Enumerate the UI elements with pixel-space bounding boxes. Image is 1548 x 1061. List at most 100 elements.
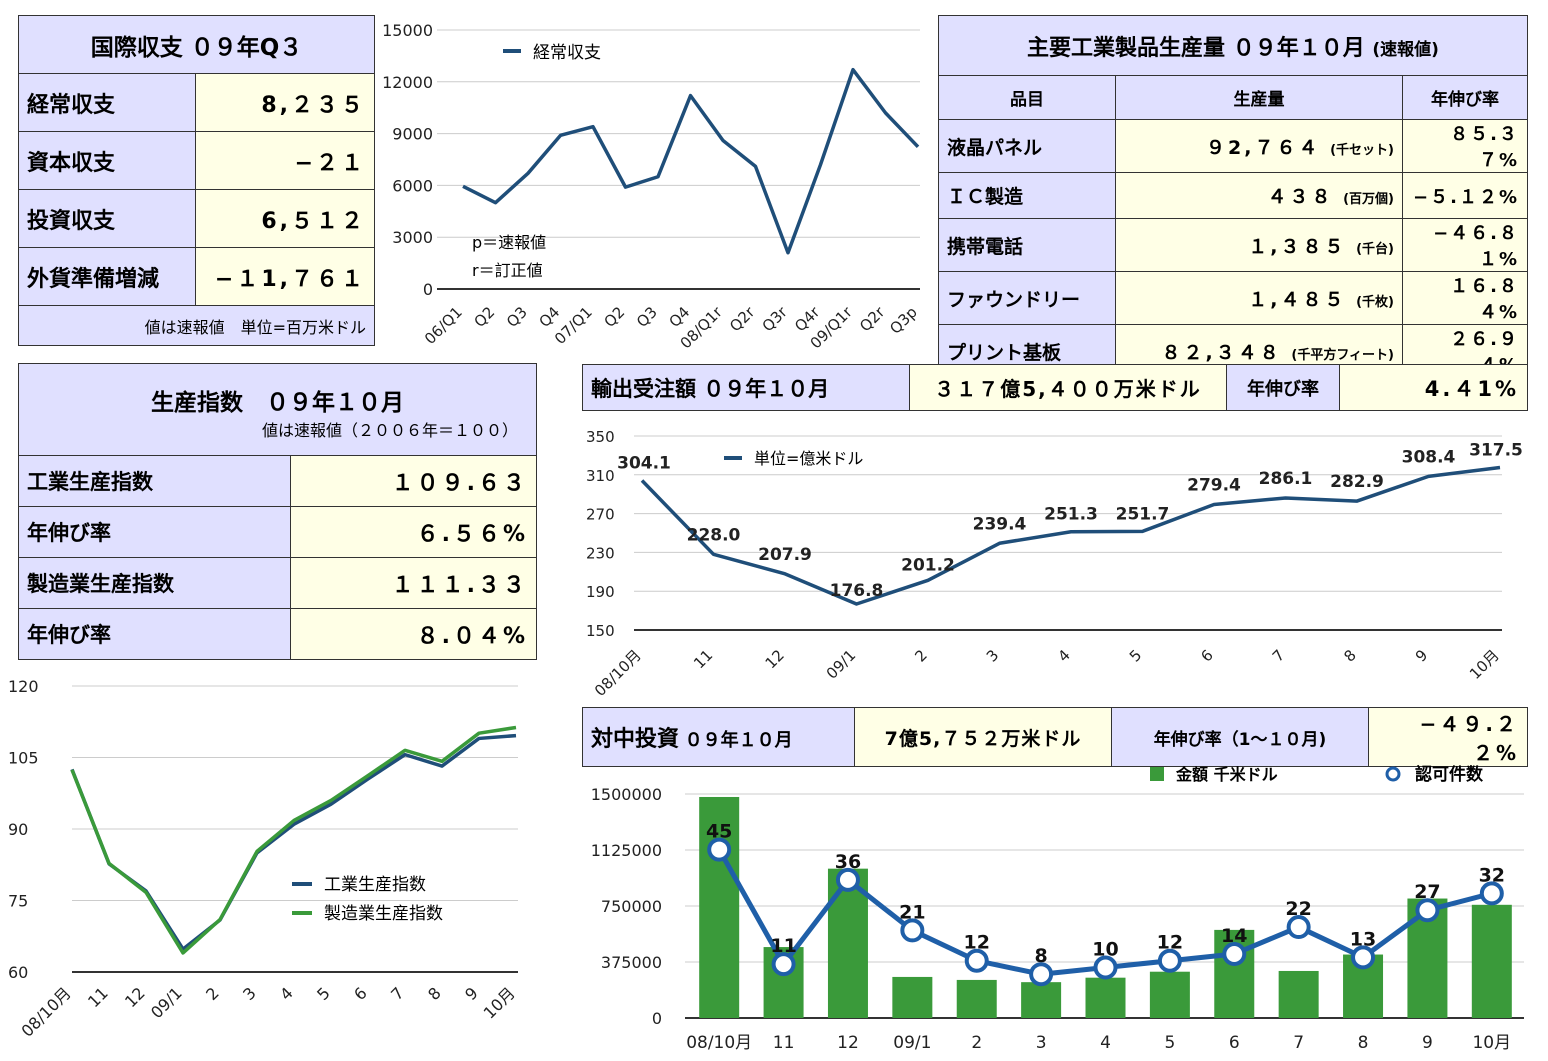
index-value: ８.０４% bbox=[290, 608, 537, 660]
y-tick-label: 90 bbox=[8, 820, 28, 839]
data-point bbox=[1415, 898, 1440, 923]
production-title-suffix: (速報値) bbox=[1372, 39, 1439, 60]
bop-value: −２１ bbox=[195, 131, 375, 190]
production-col-header: 年伸び率 bbox=[1402, 75, 1528, 120]
y-tick-label: 6000 bbox=[392, 176, 433, 195]
x-tick-label: Q2r bbox=[856, 303, 889, 336]
production-qty: ８２,３４８ bbox=[1161, 341, 1282, 364]
x-tick-label: 08/10月 bbox=[17, 983, 74, 1040]
production-item: ＩＣ製造 bbox=[938, 172, 1116, 219]
data-point bbox=[1351, 945, 1376, 970]
data-label: 286.1 bbox=[1259, 469, 1313, 489]
x-tick-label: 12 bbox=[762, 646, 788, 672]
x-tick-label: Q2 bbox=[600, 303, 628, 331]
production-item: ファウンドリー bbox=[938, 271, 1116, 325]
export-header: 輸出受注額 ０９年１０月 ３１７億5,４００万米ドル 年伸び率 4.４1% bbox=[582, 364, 1528, 411]
bop-table: 国際収支 ０９年Q３ 経常収支 8,２３５ 資本収支 −２１ 投資収支 6,５１… bbox=[18, 15, 375, 346]
x-tick-label: 7 bbox=[1293, 1033, 1304, 1053]
bop-footer: 値は速報値 単位=百万米ドル bbox=[18, 305, 375, 346]
x-tick-label: Q2r bbox=[726, 303, 759, 336]
invest-rate-label: 年伸び率（1～１０月) bbox=[1111, 707, 1369, 767]
data-label: 308.4 bbox=[1402, 447, 1456, 467]
bop-label: 外貨準備増減 bbox=[18, 247, 196, 306]
x-tick-label: 8 bbox=[1340, 646, 1359, 665]
production-unit: (千枚) bbox=[1356, 294, 1394, 310]
data-label: 279.4 bbox=[1187, 475, 1241, 495]
x-tick-label: 5 bbox=[1126, 646, 1145, 665]
data-label: 304.1 bbox=[617, 454, 671, 474]
y-tick-label: 3000 bbox=[392, 228, 433, 247]
x-tick-label: 2 bbox=[911, 646, 930, 665]
y-tick-label: 375000 bbox=[601, 953, 662, 972]
bop-value: 8,２３５ bbox=[195, 73, 375, 132]
data-label: 27 bbox=[1414, 881, 1440, 903]
x-tick-label: 5 bbox=[313, 983, 334, 1004]
y-tick-label: 270 bbox=[586, 506, 615, 524]
x-tick-label: Q3 bbox=[633, 303, 661, 331]
legend-label: 製造業生産指数 bbox=[324, 904, 443, 924]
y-tick-label: 350 bbox=[586, 428, 615, 446]
x-tick-label: 9 bbox=[1422, 1033, 1433, 1053]
x-tick-label: 6 bbox=[1229, 1033, 1240, 1053]
production-col-header: 生産量 bbox=[1115, 75, 1403, 120]
y-tick-label: 60 bbox=[8, 963, 28, 982]
index-title: 生産指数 ０９年１０月 bbox=[151, 389, 404, 416]
y-tick-label: 1125000 bbox=[591, 841, 662, 860]
x-tick-label: Q3p bbox=[886, 303, 921, 338]
x-tick-label: 6 bbox=[350, 983, 371, 1004]
y-tick-label: 310 bbox=[586, 467, 615, 485]
bar bbox=[699, 796, 740, 1018]
data-label: 176.8 bbox=[830, 581, 884, 601]
export-orders-chart: 150 190 230 270 310 350 08/10月 11 12 09/1 2 3 4 5 6 7 8 9… bbox=[586, 428, 1523, 700]
x-tick-label: 9 bbox=[1412, 646, 1431, 665]
data-label: 12 bbox=[964, 932, 990, 954]
y-tick-label: 75 bbox=[8, 892, 28, 911]
x-tick-label: 3 bbox=[1036, 1033, 1047, 1053]
data-point bbox=[1029, 962, 1054, 987]
data-label: 13 bbox=[1350, 928, 1376, 950]
legend-label: 認可件数 bbox=[1415, 764, 1484, 785]
data-label: 228.0 bbox=[687, 525, 741, 545]
legend-swatch bbox=[1385, 766, 1401, 782]
legend-label: 金額 千米ドル bbox=[1175, 765, 1278, 784]
production-table: 主要工業製品生産量 ０９年１０月 (速報値) 品目 生産量 年伸び率 液晶パネル… bbox=[938, 15, 1528, 378]
index-label: 工業生産指数 bbox=[18, 455, 291, 507]
x-tick-label: 7 bbox=[387, 983, 408, 1004]
x-tick-label: 8 bbox=[424, 983, 445, 1004]
data-point bbox=[771, 952, 796, 977]
index-label: 年伸び率 bbox=[18, 506, 291, 558]
production-unit: (百万個) bbox=[1343, 192, 1394, 207]
chart-note: r＝訂正値 bbox=[472, 261, 543, 280]
bar bbox=[1278, 970, 1319, 1018]
data-point bbox=[1479, 881, 1504, 906]
data-label: 22 bbox=[1285, 898, 1311, 920]
data-point bbox=[964, 948, 989, 973]
invest-title: 対中投資 bbox=[591, 727, 680, 752]
data-label: 32 bbox=[1479, 864, 1505, 886]
china-investment-chart: 0 375000 750000 1125000 1500000 08/10月 11 12 09/… bbox=[591, 764, 1524, 1053]
legend-label: 単位=億米ドル bbox=[754, 449, 863, 468]
y-tick-label: 9000 bbox=[392, 125, 433, 144]
index-table: 生産指数 ０９年１０月 値は速報値（２００６年＝１００） 工業生産指数 １０９.… bbox=[18, 363, 537, 660]
data-point bbox=[1286, 915, 1311, 940]
bar bbox=[1149, 971, 1190, 1018]
x-tick-label: 08/10月 bbox=[686, 1033, 752, 1053]
y-tick-label: 750000 bbox=[601, 897, 662, 916]
data-point bbox=[707, 837, 732, 862]
production-item: 液晶パネル bbox=[938, 119, 1116, 173]
production-qty: ９2,７６４ bbox=[1206, 136, 1321, 159]
data-point bbox=[835, 867, 860, 892]
x-tick-label: 3 bbox=[983, 646, 1002, 665]
production-rate: ８５.３７% bbox=[1402, 119, 1528, 173]
x-tick-label: Q2 bbox=[470, 303, 498, 331]
x-tick-label: 7 bbox=[1269, 646, 1288, 665]
x-tick-label: 3 bbox=[239, 983, 260, 1004]
bop-label: 経常収支 bbox=[18, 73, 196, 132]
data-label: 45 bbox=[706, 821, 732, 843]
y-tick-label: 105 bbox=[8, 749, 39, 768]
x-tick-label: 2 bbox=[202, 983, 223, 1004]
production-rate: −５.１２% bbox=[1402, 172, 1528, 219]
y-tick-label: 0 bbox=[652, 1009, 662, 1028]
chart-note: p＝速報値 bbox=[472, 233, 546, 252]
